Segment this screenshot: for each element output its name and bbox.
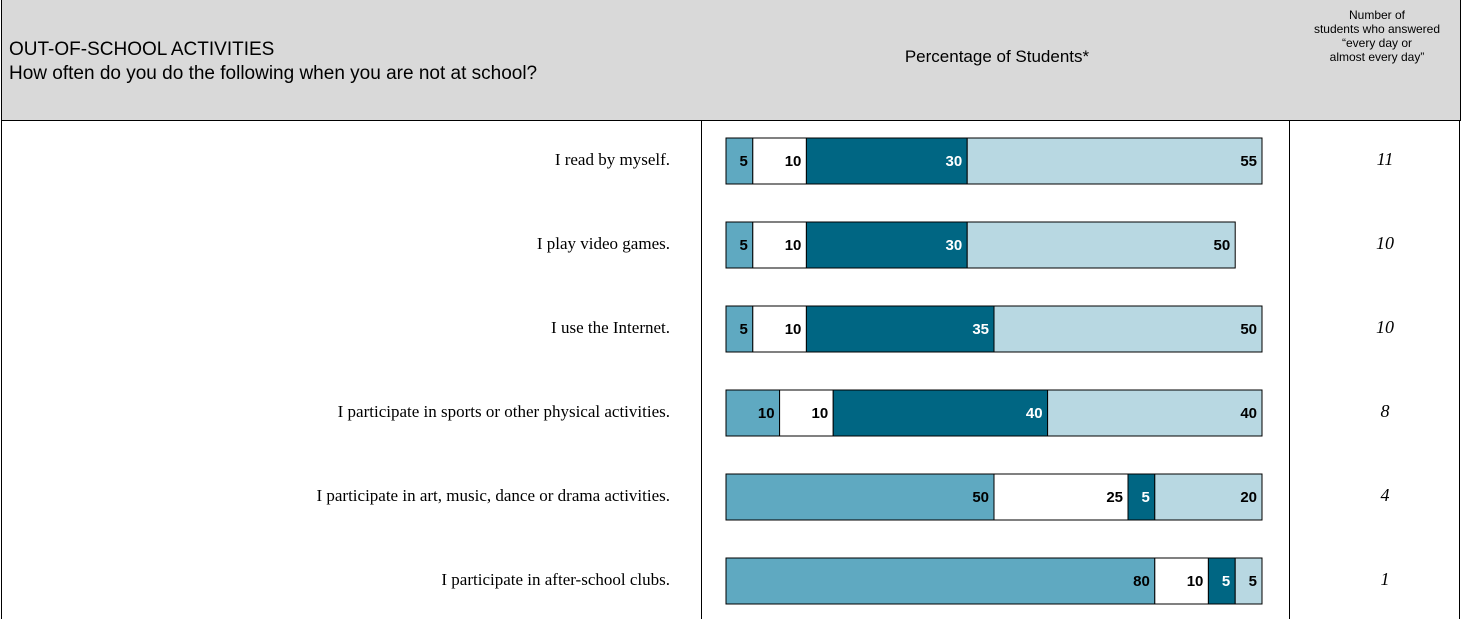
bar-segment: [1154, 473, 1263, 521]
bar-segment: [725, 389, 781, 437]
bar-segment: [993, 473, 1129, 521]
data-label: 50: [1214, 237, 1231, 254]
data-label: 50: [972, 489, 989, 506]
section-title: OUT-OF-SCHOOL ACTIVITIES: [9, 39, 275, 60]
data-label: 80: [1133, 573, 1150, 590]
chart-right-divider: [1289, 120, 1290, 619]
answer-count: 8: [1380, 401, 1390, 421]
bar-segment: [966, 137, 1263, 185]
count-header-line: students who answered: [1313, 22, 1441, 36]
chart-left-divider: [701, 120, 702, 619]
data-label: 5: [1141, 489, 1149, 506]
question-text: How often do you do the following when y…: [9, 63, 538, 84]
count-header-line: Number of: [1348, 8, 1406, 22]
answer-count: 10: [1376, 317, 1394, 337]
category-label: I play video games.: [536, 234, 670, 253]
bar-segment: [805, 305, 995, 353]
bar-segment: [1234, 557, 1263, 605]
bar-segment: [993, 305, 1263, 353]
bar-segment: [725, 221, 754, 269]
data-label: 40: [1026, 405, 1043, 422]
data-label: 5: [739, 153, 747, 170]
data-label: 5: [739, 237, 747, 254]
bar-segment: [805, 137, 968, 185]
bar-segment: [805, 221, 968, 269]
data-label: 50: [1240, 321, 1257, 338]
data-label: 40: [1240, 405, 1257, 422]
bar-segment: [1207, 557, 1236, 605]
data-label: 5: [1249, 573, 1257, 590]
answer-count: 10: [1376, 233, 1394, 253]
bar-segment: [832, 389, 1049, 437]
header-title: OUT-OF-SCHOOL ACTIVITIES How often do yo…: [9, 38, 537, 86]
data-label: 10: [785, 237, 802, 254]
data-label: 30: [946, 237, 963, 254]
header-band: OUT-OF-SCHOOL ACTIVITIES How often do yo…: [1, 0, 1461, 121]
bar-segment: [725, 557, 1156, 605]
data-label: 10: [785, 153, 802, 170]
data-label: 10: [1187, 573, 1204, 590]
category-label: I participate in after-school clubs.: [441, 570, 670, 589]
bar-segment: [725, 305, 754, 353]
data-label: 30: [946, 153, 963, 170]
category-label: I participate in sports or other physica…: [337, 402, 670, 421]
bar-segment: [966, 221, 1236, 269]
right-border: [1459, 120, 1460, 619]
answer-count: 11: [1376, 149, 1394, 169]
answer-count: 4: [1380, 485, 1390, 505]
bar-segment: [1047, 389, 1263, 437]
count-header: Number of students who answered “every d…: [1292, 8, 1461, 64]
left-border: [1, 120, 2, 619]
data-label: 25: [1106, 489, 1123, 506]
bar-segment: [725, 473, 995, 521]
data-label: 10: [785, 321, 802, 338]
data-label: 10: [758, 405, 775, 422]
percentage-header: Percentage of Students*: [904, 47, 1090, 66]
bar-segment: [1127, 473, 1156, 521]
answer-count: 1: [1380, 569, 1390, 589]
data-label: 5: [739, 321, 747, 338]
data-label: 20: [1240, 489, 1257, 506]
bar-segment: [779, 389, 834, 437]
data-label: 35: [972, 321, 989, 338]
category-label: I read by myself.: [554, 150, 670, 169]
data-label: 55: [1240, 153, 1257, 170]
category-label: I use the Internet.: [551, 318, 670, 337]
count-header-line: “every day or: [1341, 36, 1413, 50]
count-header-line: almost every day”: [1329, 50, 1425, 64]
category-label: I participate in art, music, dance or dr…: [316, 486, 670, 505]
data-label: 10: [812, 405, 829, 422]
data-label: 5: [1222, 573, 1230, 590]
